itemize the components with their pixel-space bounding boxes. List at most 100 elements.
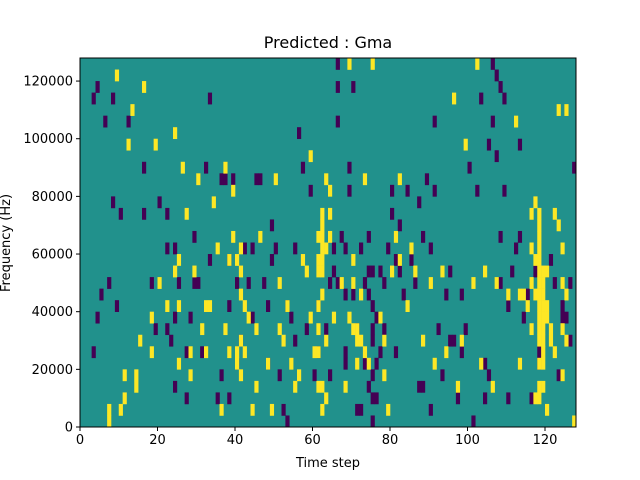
heatmap-cell-low (448, 265, 453, 278)
heatmap-cell-high (393, 230, 399, 243)
heatmap-cell-high (246, 311, 251, 324)
heatmap-cell-low (176, 277, 182, 289)
heatmap-cell-high (238, 265, 244, 278)
heatmap-cell-high (235, 357, 240, 370)
heatmap-cell-low (215, 392, 220, 405)
heatmap-cell-high (382, 334, 387, 347)
heatmap-cell-high (126, 138, 131, 151)
heatmap-cell-high (153, 138, 158, 151)
heatmap-cell-high (134, 369, 139, 382)
heatmap-cell-low (293, 334, 298, 347)
heatmap-cell-low (324, 323, 329, 336)
heatmap-cell-high (452, 92, 457, 105)
heatmap-cell-low (405, 184, 410, 197)
heatmap-cell-high (552, 346, 557, 359)
heatmap-cell-low (366, 288, 371, 301)
y-tick-label: 20000 (32, 363, 73, 378)
heatmap-cell-high (320, 254, 325, 266)
heatmap-cell-low (285, 415, 290, 428)
heatmap-cell-low (304, 323, 309, 336)
heatmap-cell-high (173, 127, 178, 140)
heatmap-cell-high (529, 242, 534, 255)
heatmap-cell-low (560, 311, 565, 324)
heatmap-cell-low (343, 242, 348, 255)
heatmap-cell-high (242, 300, 247, 312)
heatmap-cell-high (541, 346, 546, 359)
heatmap-cell-high (289, 357, 294, 370)
heatmap-cell-high (316, 346, 321, 359)
heatmap-cell-low (192, 277, 197, 289)
plot-area (80, 58, 577, 428)
heatmap-cell-high (324, 334, 329, 347)
heatmap-cell-high (537, 300, 542, 312)
heatmap-cell-low (192, 230, 197, 243)
heatmap-cell-low (335, 81, 340, 93)
heatmap-cell-high (541, 323, 546, 336)
heatmap-cell-high (320, 265, 325, 278)
heatmap-cell-high (238, 334, 244, 347)
heatmap-cell-high (355, 334, 360, 347)
heatmap-cell-high (444, 346, 449, 359)
heatmap-cell-low (393, 254, 399, 266)
heatmap-cell-low (490, 58, 495, 70)
heatmap-cell-high (258, 230, 263, 243)
heatmap-cell-low (370, 334, 375, 347)
heatmap-cell-high (362, 173, 368, 186)
heatmap-cell-high (250, 403, 255, 416)
x-tick-label: 80 (382, 433, 399, 448)
heatmap-cell-high (545, 403, 550, 416)
heatmap-cell-high (529, 323, 534, 336)
heatmap-cell-high (324, 173, 329, 186)
heatmap-cell-high (242, 346, 247, 359)
heatmap-cell-low (471, 415, 476, 428)
x-tick-label: 40 (227, 433, 244, 448)
x-tick-label: 100 (455, 433, 480, 448)
heatmap-cell-high (207, 300, 213, 312)
heatmap-cell-high (165, 300, 170, 312)
heatmap-cell-low (184, 346, 189, 359)
heatmap-cell-high (421, 334, 426, 347)
heatmap-cell-high (277, 323, 282, 336)
heatmap-cell-high (366, 357, 371, 370)
heatmap-cell-high (463, 138, 468, 151)
heatmap-cell-high (560, 369, 565, 382)
heatmap-cell-high (455, 380, 461, 393)
heatmap-cell-high (386, 403, 391, 416)
heatmap-cell-low (548, 254, 554, 266)
heatmap-cell-low (331, 265, 337, 278)
heatmap-cell-high (320, 242, 325, 255)
y-tick-label: 0 (65, 421, 73, 436)
heatmap-cell-low (483, 392, 488, 405)
heatmap-cell-high (397, 173, 402, 186)
heatmap-cell-high (320, 403, 325, 416)
heatmap-cell-low (370, 369, 375, 382)
heatmap-cell-low (107, 277, 112, 289)
y-tick-label: 80000 (32, 190, 73, 205)
heatmap-cell-high (176, 254, 182, 266)
heatmap-cell-high (351, 254, 356, 266)
heatmap-cell-low (514, 242, 519, 255)
heatmap-cell-high (432, 357, 437, 370)
heatmap-cell-low (393, 346, 399, 359)
heatmap-cell-high (238, 288, 244, 301)
heatmap-cell-low (281, 403, 286, 416)
heatmap-cell-high (428, 277, 433, 289)
heatmap-cell-low (552, 277, 557, 289)
heatmap-cell-low (343, 357, 348, 370)
heatmap-cell-low (436, 323, 441, 336)
heatmap-cell-high (541, 334, 546, 347)
heatmap-cell-high (545, 300, 550, 312)
heatmap-cell-high (506, 288, 511, 301)
heatmap-cell-high (138, 334, 143, 347)
heatmap-cell-low (370, 323, 375, 336)
heatmap-cell-low (432, 115, 437, 128)
heatmap-cell-low (428, 403, 433, 416)
heatmap-cell-low (289, 311, 294, 324)
heatmap-cell-high (149, 311, 154, 324)
heatmap-cell-high (343, 380, 348, 393)
heatmap-cell-high (351, 277, 356, 289)
heatmap-cell-high (537, 265, 542, 278)
heatmap-cell-low (506, 300, 511, 312)
heatmap-cell-low (525, 288, 530, 301)
